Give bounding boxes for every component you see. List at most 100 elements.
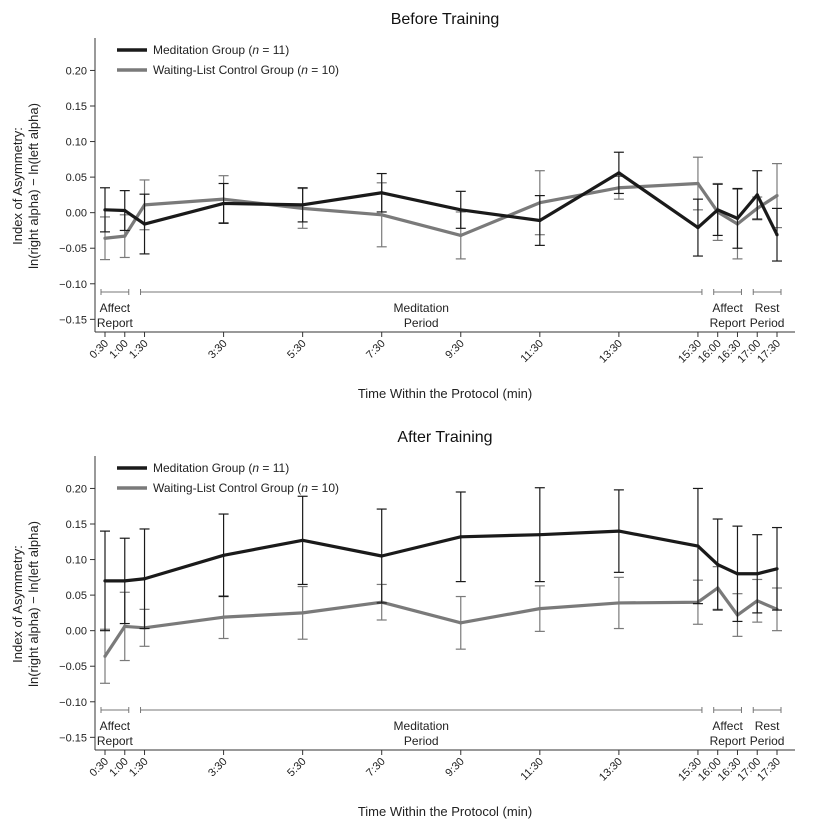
x-tick-label: 13:30: [597, 338, 625, 366]
data-point: [103, 579, 107, 583]
y-tick-label: 0.20: [66, 65, 87, 77]
y-tick-label: 0.00: [66, 626, 87, 638]
legend-entry: Meditation Group (n = 11): [153, 43, 289, 57]
data-point: [380, 213, 384, 217]
x-tick-label: 1:30: [127, 338, 151, 362]
data-point: [696, 226, 700, 230]
after-training-chart: After Training 0.20 0.15 0.10 0.05 0.00 −0.05 −…: [10, 429, 795, 819]
y-tick-label: 0.00: [66, 208, 87, 220]
y-tick-label: 0.05: [66, 172, 87, 184]
phase-label: Affect: [100, 301, 131, 315]
y-tick-label: 0.10: [66, 555, 87, 567]
x-tick-label: 13:30: [597, 756, 625, 784]
x-tick-label: 17:30: [755, 338, 783, 366]
x-tick-label: 11:30: [519, 338, 546, 365]
legend-entry: Waiting-List Control Group (n = 10): [153, 481, 339, 495]
phase-label: Affect: [712, 719, 743, 733]
legend-entry: Meditation Group (n = 11): [153, 461, 289, 475]
phase-label: Affect: [100, 719, 131, 733]
x-tick-label: 3:30: [206, 756, 230, 780]
phase-label: Report: [710, 734, 747, 748]
series-control: [100, 566, 782, 684]
y-axis-label-line2: ln(right alpha) − ln(left alpha): [26, 103, 41, 269]
series-meditation: [100, 151, 782, 262]
series-line: [103, 586, 778, 658]
before-training-panel: Before Training 0.20 0.15 0.10 0.05 0.00 −0.05…: [0, 0, 816, 412]
y-tick-label: −0.10: [59, 697, 87, 709]
data-point: [617, 601, 621, 605]
series-line: [105, 529, 778, 583]
phase-label: Report: [97, 734, 134, 748]
data-point: [459, 208, 463, 212]
y-axis-label-line1: Index of Asymmetry:: [10, 127, 25, 245]
data-point: [775, 194, 779, 198]
data-point: [301, 611, 305, 615]
data-point: [716, 208, 720, 212]
x-tick-label: 11:30: [519, 756, 546, 783]
data-point: [221, 615, 226, 619]
x-tick-label: 17:30: [755, 756, 783, 784]
y-tick-label: 0.20: [66, 483, 87, 495]
y-tick-label: −0.05: [59, 661, 87, 673]
x-tick-label: 1:00: [107, 756, 131, 780]
data-point: [755, 193, 759, 197]
x-tick-label: 1:00: [107, 338, 131, 362]
x-axis-label: Time Within the Protocol (min): [358, 804, 532, 819]
phase-label: Report: [97, 316, 134, 330]
x-tick-label: 3:30: [206, 338, 230, 362]
x-axis-label: Time Within the Protocol (min): [358, 386, 532, 401]
data-point: [380, 554, 384, 558]
x-tick-label: 7:30: [364, 338, 388, 362]
data-point: [142, 577, 147, 581]
x-tick-label: 0:30: [87, 756, 111, 780]
x-tick-label: 0:30: [87, 338, 111, 362]
phase-label: Period: [404, 316, 439, 330]
data-point: [103, 236, 107, 240]
data-point: [459, 535, 463, 539]
y-axis-label-line1: Index of Asymmetry:: [10, 545, 25, 663]
y-tick-label: −0.15: [59, 732, 87, 744]
data-point: [221, 553, 226, 557]
phase-label: Report: [710, 316, 747, 330]
y-tick-label: −0.15: [59, 314, 87, 326]
data-point: [538, 607, 542, 611]
x-tick-label: 5:30: [285, 338, 309, 362]
x-tick-label: 5:30: [285, 756, 309, 780]
data-point: [538, 533, 542, 537]
data-point: [301, 538, 305, 542]
chart-title: Before Training: [391, 11, 500, 28]
data-point: [459, 233, 463, 238]
data-point: [459, 621, 463, 625]
data-point: [221, 201, 226, 206]
x-tick-label: 9:30: [443, 756, 467, 780]
y-tick-label: 0.15: [66, 519, 87, 531]
data-point: [123, 579, 127, 583]
chart-title: After Training: [397, 429, 492, 446]
data-point: [380, 191, 384, 195]
after-training-panel: After Training 0.20 0.15 0.10 0.05 0.00 −0.05 −…: [0, 418, 816, 830]
data-point: [123, 208, 127, 213]
y-tick-label: 0.05: [66, 590, 87, 602]
series-meditation: [100, 487, 782, 632]
data-point: [716, 562, 720, 567]
phase-label: Period: [404, 734, 439, 748]
y-tick-label: −0.05: [59, 243, 87, 255]
series-line: [104, 181, 778, 240]
phase-label: Affect: [712, 301, 743, 315]
data-point: [617, 529, 621, 533]
data-point: [123, 234, 127, 238]
phase-label: Meditation: [394, 301, 449, 315]
phase-label: Period: [750, 316, 785, 330]
data-point: [103, 208, 107, 212]
before-training-chart: Before Training 0.20 0.15 0.10 0.05 0.00 −0.05…: [10, 11, 795, 401]
x-tick-label: 7:30: [364, 756, 388, 780]
data-point: [123, 624, 127, 628]
y-axis-label-line2: ln(right alpha) − ln(left alpha): [26, 521, 41, 687]
legend-entry: Waiting-List Control Group (n = 10): [153, 63, 339, 77]
y-tick-label: 0.10: [66, 137, 87, 149]
data-point: [755, 572, 759, 576]
data-point: [301, 203, 305, 207]
data-point: [775, 233, 779, 237]
data-point: [696, 544, 700, 548]
phase-label: Rest: [755, 301, 780, 315]
